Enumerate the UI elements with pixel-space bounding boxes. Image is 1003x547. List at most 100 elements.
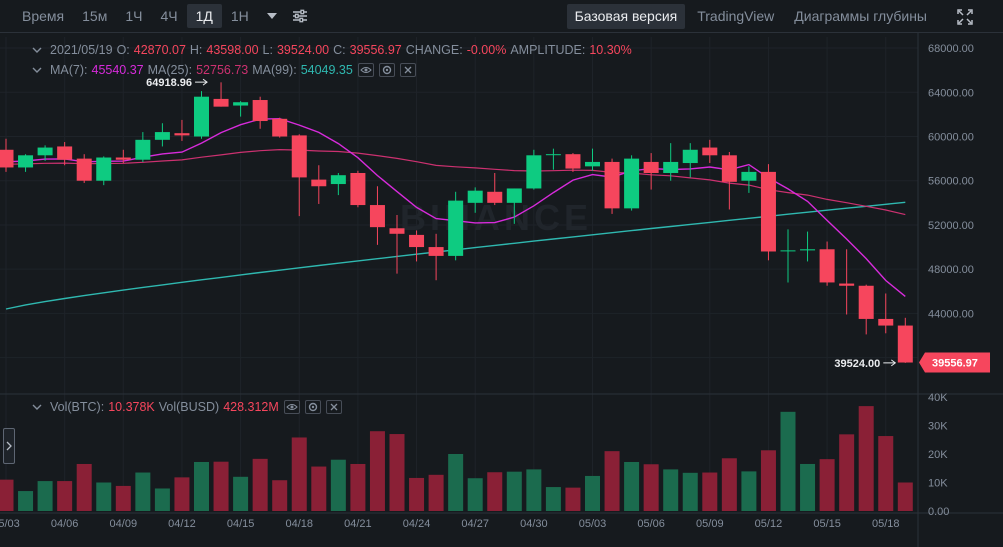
interval-15m[interactable]: 15м xyxy=(82,8,108,24)
caret-down-icon[interactable] xyxy=(258,4,286,28)
chevron-down-icon[interactable] xyxy=(30,63,44,77)
candle-body[interactable] xyxy=(839,283,855,286)
candle-body[interactable] xyxy=(565,154,581,169)
volume-bar xyxy=(96,482,112,511)
view-tradingview[interactable]: TradingView xyxy=(697,8,775,24)
candle-body[interactable] xyxy=(115,157,131,160)
candle-body[interactable] xyxy=(702,147,718,156)
eye-icon[interactable] xyxy=(357,63,374,77)
interval-time[interactable]: Время xyxy=(22,8,65,24)
time-tick-label: 04/15 xyxy=(227,518,255,530)
ma99-value: 54049.35 xyxy=(300,63,353,77)
candle-body[interactable] xyxy=(780,250,796,252)
candle-body[interactable] xyxy=(624,158,640,209)
fullscreen-icon[interactable] xyxy=(947,4,983,29)
time-tick-label: 05/06 xyxy=(637,518,665,530)
candle-body[interactable] xyxy=(604,161,620,209)
view-basic[interactable]: Базовая версия xyxy=(566,4,686,29)
ohlc-high: 43598.00 xyxy=(206,43,259,57)
candle-body[interactable] xyxy=(0,149,14,168)
candle-body[interactable] xyxy=(506,188,522,203)
candle-body[interactable] xyxy=(760,171,776,252)
price-tick-label: 44000.00 xyxy=(928,308,974,320)
volume-bar xyxy=(800,463,816,511)
gear-icon[interactable] xyxy=(304,400,321,414)
close-icon[interactable] xyxy=(399,63,416,77)
ohlc-c-label: C: xyxy=(333,43,346,57)
volume-tick-label: 10K xyxy=(928,478,948,490)
candle-body[interactable] xyxy=(409,234,425,248)
volume-bar xyxy=(643,464,659,511)
candle-body[interactable] xyxy=(389,228,405,234)
candle-body[interactable] xyxy=(819,249,835,283)
candle-body[interactable] xyxy=(252,100,268,122)
candle-body[interactable] xyxy=(76,158,92,181)
candle-body[interactable] xyxy=(467,190,483,203)
candle-body[interactable] xyxy=(682,149,698,164)
candle-body[interactable] xyxy=(57,146,73,160)
candle-body[interactable] xyxy=(448,200,464,256)
ohlc-h-label: H: xyxy=(189,43,203,57)
time-tick-label: 05/18 xyxy=(872,518,900,530)
time-tick-label: 04/21 xyxy=(344,518,372,530)
candle-body[interactable] xyxy=(721,155,737,182)
interval-1d[interactable]: 1Д xyxy=(186,4,222,28)
volume-tick-label: 20K xyxy=(928,449,948,461)
interval-1h[interactable]: 1Ч xyxy=(125,8,143,24)
candle-body[interactable] xyxy=(18,155,34,168)
volume-bar xyxy=(682,472,698,511)
chevron-down-icon[interactable] xyxy=(30,43,44,57)
interval-4h[interactable]: 4Ч xyxy=(160,8,178,24)
vol-busd-value: 428.312M xyxy=(223,400,279,414)
view-depth[interactable]: Диаграммы глубины xyxy=(794,8,927,24)
candle-body[interactable] xyxy=(858,285,874,319)
candle-body[interactable] xyxy=(585,161,600,167)
ohlc-change: -0.00% xyxy=(466,43,507,57)
candle-body[interactable] xyxy=(428,247,444,256)
expand-panel-button[interactable] xyxy=(3,428,15,464)
candle-body[interactable] xyxy=(213,98,229,107)
close-icon[interactable] xyxy=(325,400,342,414)
candle-body[interactable] xyxy=(291,135,307,178)
candle-body[interactable] xyxy=(545,154,561,156)
volume-bar xyxy=(839,434,855,511)
candle-body[interactable] xyxy=(878,318,894,326)
candle-body[interactable] xyxy=(174,133,190,136)
candle-body[interactable] xyxy=(135,139,151,160)
candle-body[interactable] xyxy=(311,179,327,187)
volume-bar xyxy=(506,471,522,511)
candle-body[interactable] xyxy=(741,171,757,181)
ma7-label: MA(7): xyxy=(50,63,88,77)
candle-body[interactable] xyxy=(96,157,112,181)
ma25-line xyxy=(5,148,906,216)
candle-body[interactable] xyxy=(350,172,366,206)
settings-sliders-icon[interactable] xyxy=(286,4,314,28)
candle-body[interactable] xyxy=(897,325,913,363)
candle-body[interactable] xyxy=(663,161,679,173)
candle-body[interactable] xyxy=(233,102,249,106)
ohlc-low: 39524.00 xyxy=(276,43,330,57)
candle-body[interactable] xyxy=(272,118,288,137)
volume-bar xyxy=(252,458,268,511)
candle-body[interactable] xyxy=(330,175,346,185)
interval-1w[interactable]: 1Н xyxy=(230,8,249,24)
candle-body[interactable] xyxy=(154,132,170,140)
candle-body[interactable] xyxy=(800,249,816,251)
volume-bar xyxy=(76,463,92,511)
time-tick-label: 04/18 xyxy=(285,518,313,530)
last-price-label: 39556.97 xyxy=(932,358,978,370)
volume-bar xyxy=(57,481,73,511)
gear-icon[interactable] xyxy=(378,63,395,77)
candle-body[interactable] xyxy=(194,96,209,137)
candle-body[interactable] xyxy=(37,147,53,156)
time-tick-label: 05/03 xyxy=(0,518,20,530)
ma25-value: 52756.73 xyxy=(196,63,249,77)
chevron-down-icon[interactable] xyxy=(30,400,44,414)
candle-body[interactable] xyxy=(526,155,542,189)
candle-body[interactable] xyxy=(487,191,503,203)
eye-icon[interactable] xyxy=(283,400,300,414)
candle-body[interactable] xyxy=(369,205,385,228)
volume-bar xyxy=(604,451,620,511)
candle-body[interactable] xyxy=(643,161,659,173)
